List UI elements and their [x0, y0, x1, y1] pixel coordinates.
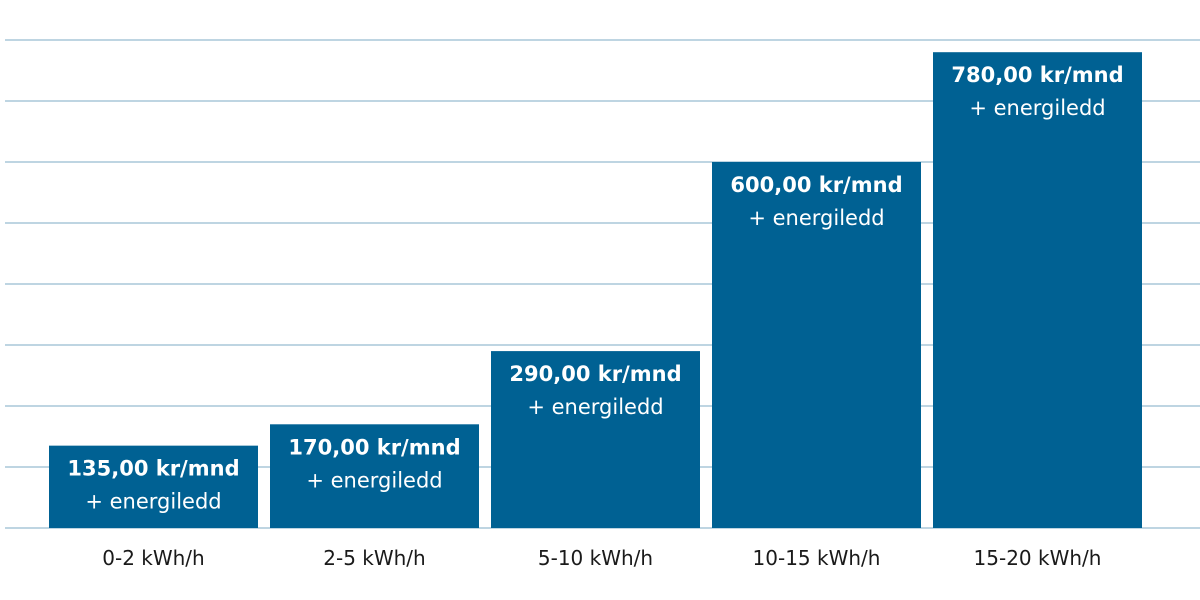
x-tick-label: 15-20 kWh/h: [974, 546, 1102, 570]
bar-note-label: + energiledd: [85, 490, 221, 514]
bar-price-label: 600,00 kr/mnd: [730, 173, 902, 197]
x-tick-label: 2-5 kWh/h: [323, 546, 425, 570]
x-tick-labels: 0-2 kWh/h 2-5 kWh/h 5-10 kWh/h 10-15 kWh/h 1…: [102, 546, 1101, 570]
x-tick-label: 5-10 kWh/h: [538, 546, 653, 570]
bar-note-label: + energiledd: [748, 206, 884, 230]
bar: [270, 424, 479, 528]
bar-price-label: 780,00 kr/mnd: [951, 63, 1123, 87]
bar-note-label: + energiledd: [306, 468, 442, 492]
bar: [933, 52, 1142, 528]
bar: [49, 445, 258, 528]
bar-price-label: 135,00 kr/mnd: [67, 457, 239, 481]
x-tick-label: 10-15 kWh/h: [753, 546, 881, 570]
bar: [712, 162, 921, 528]
bars: [49, 52, 1142, 528]
bar-note-label: + energiledd: [969, 96, 1105, 120]
bar: [491, 351, 700, 528]
x-tick-label: 0-2 kWh/h: [102, 546, 204, 570]
bar-note-label: + energiledd: [527, 395, 663, 419]
data-labels: 135,00 kr/mnd + energiledd 170,00 kr/mnd + …: [67, 63, 1123, 513]
bar-price-label: 170,00 kr/mnd: [288, 435, 460, 459]
bar-price-label: 290,00 kr/mnd: [509, 362, 681, 386]
